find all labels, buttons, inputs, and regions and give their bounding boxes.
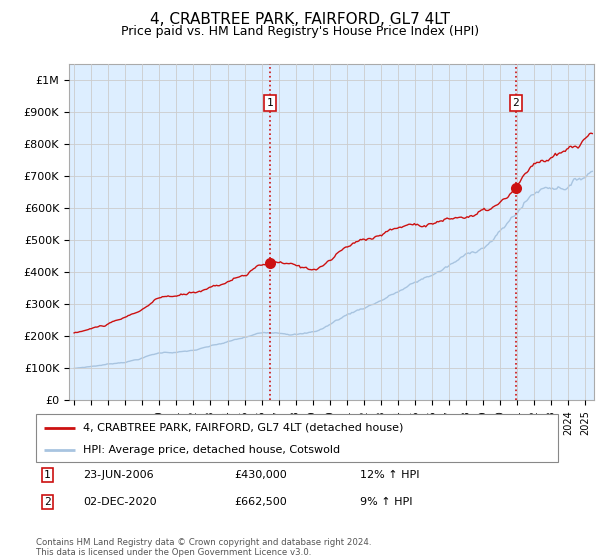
Text: 4, CRABTREE PARK, FAIRFORD, GL7 4LT (detached house): 4, CRABTREE PARK, FAIRFORD, GL7 4LT (det… <box>83 423 403 433</box>
Text: Contains HM Land Registry data © Crown copyright and database right 2024.
This d: Contains HM Land Registry data © Crown c… <box>36 538 371 557</box>
Text: Price paid vs. HM Land Registry's House Price Index (HPI): Price paid vs. HM Land Registry's House … <box>121 25 479 38</box>
Text: 9% ↑ HPI: 9% ↑ HPI <box>359 497 412 507</box>
Text: 1: 1 <box>44 470 51 480</box>
Text: 2: 2 <box>512 98 520 108</box>
Text: 23-JUN-2006: 23-JUN-2006 <box>83 470 154 480</box>
Text: £430,000: £430,000 <box>235 470 287 480</box>
Text: 02-DEC-2020: 02-DEC-2020 <box>83 497 157 507</box>
Text: 2: 2 <box>44 497 51 507</box>
Text: 1: 1 <box>266 98 273 108</box>
Text: HPI: Average price, detached house, Cotswold: HPI: Average price, detached house, Cots… <box>83 445 340 455</box>
Text: £662,500: £662,500 <box>235 497 287 507</box>
Text: 4, CRABTREE PARK, FAIRFORD, GL7 4LT: 4, CRABTREE PARK, FAIRFORD, GL7 4LT <box>150 12 450 27</box>
Text: 12% ↑ HPI: 12% ↑ HPI <box>359 470 419 480</box>
